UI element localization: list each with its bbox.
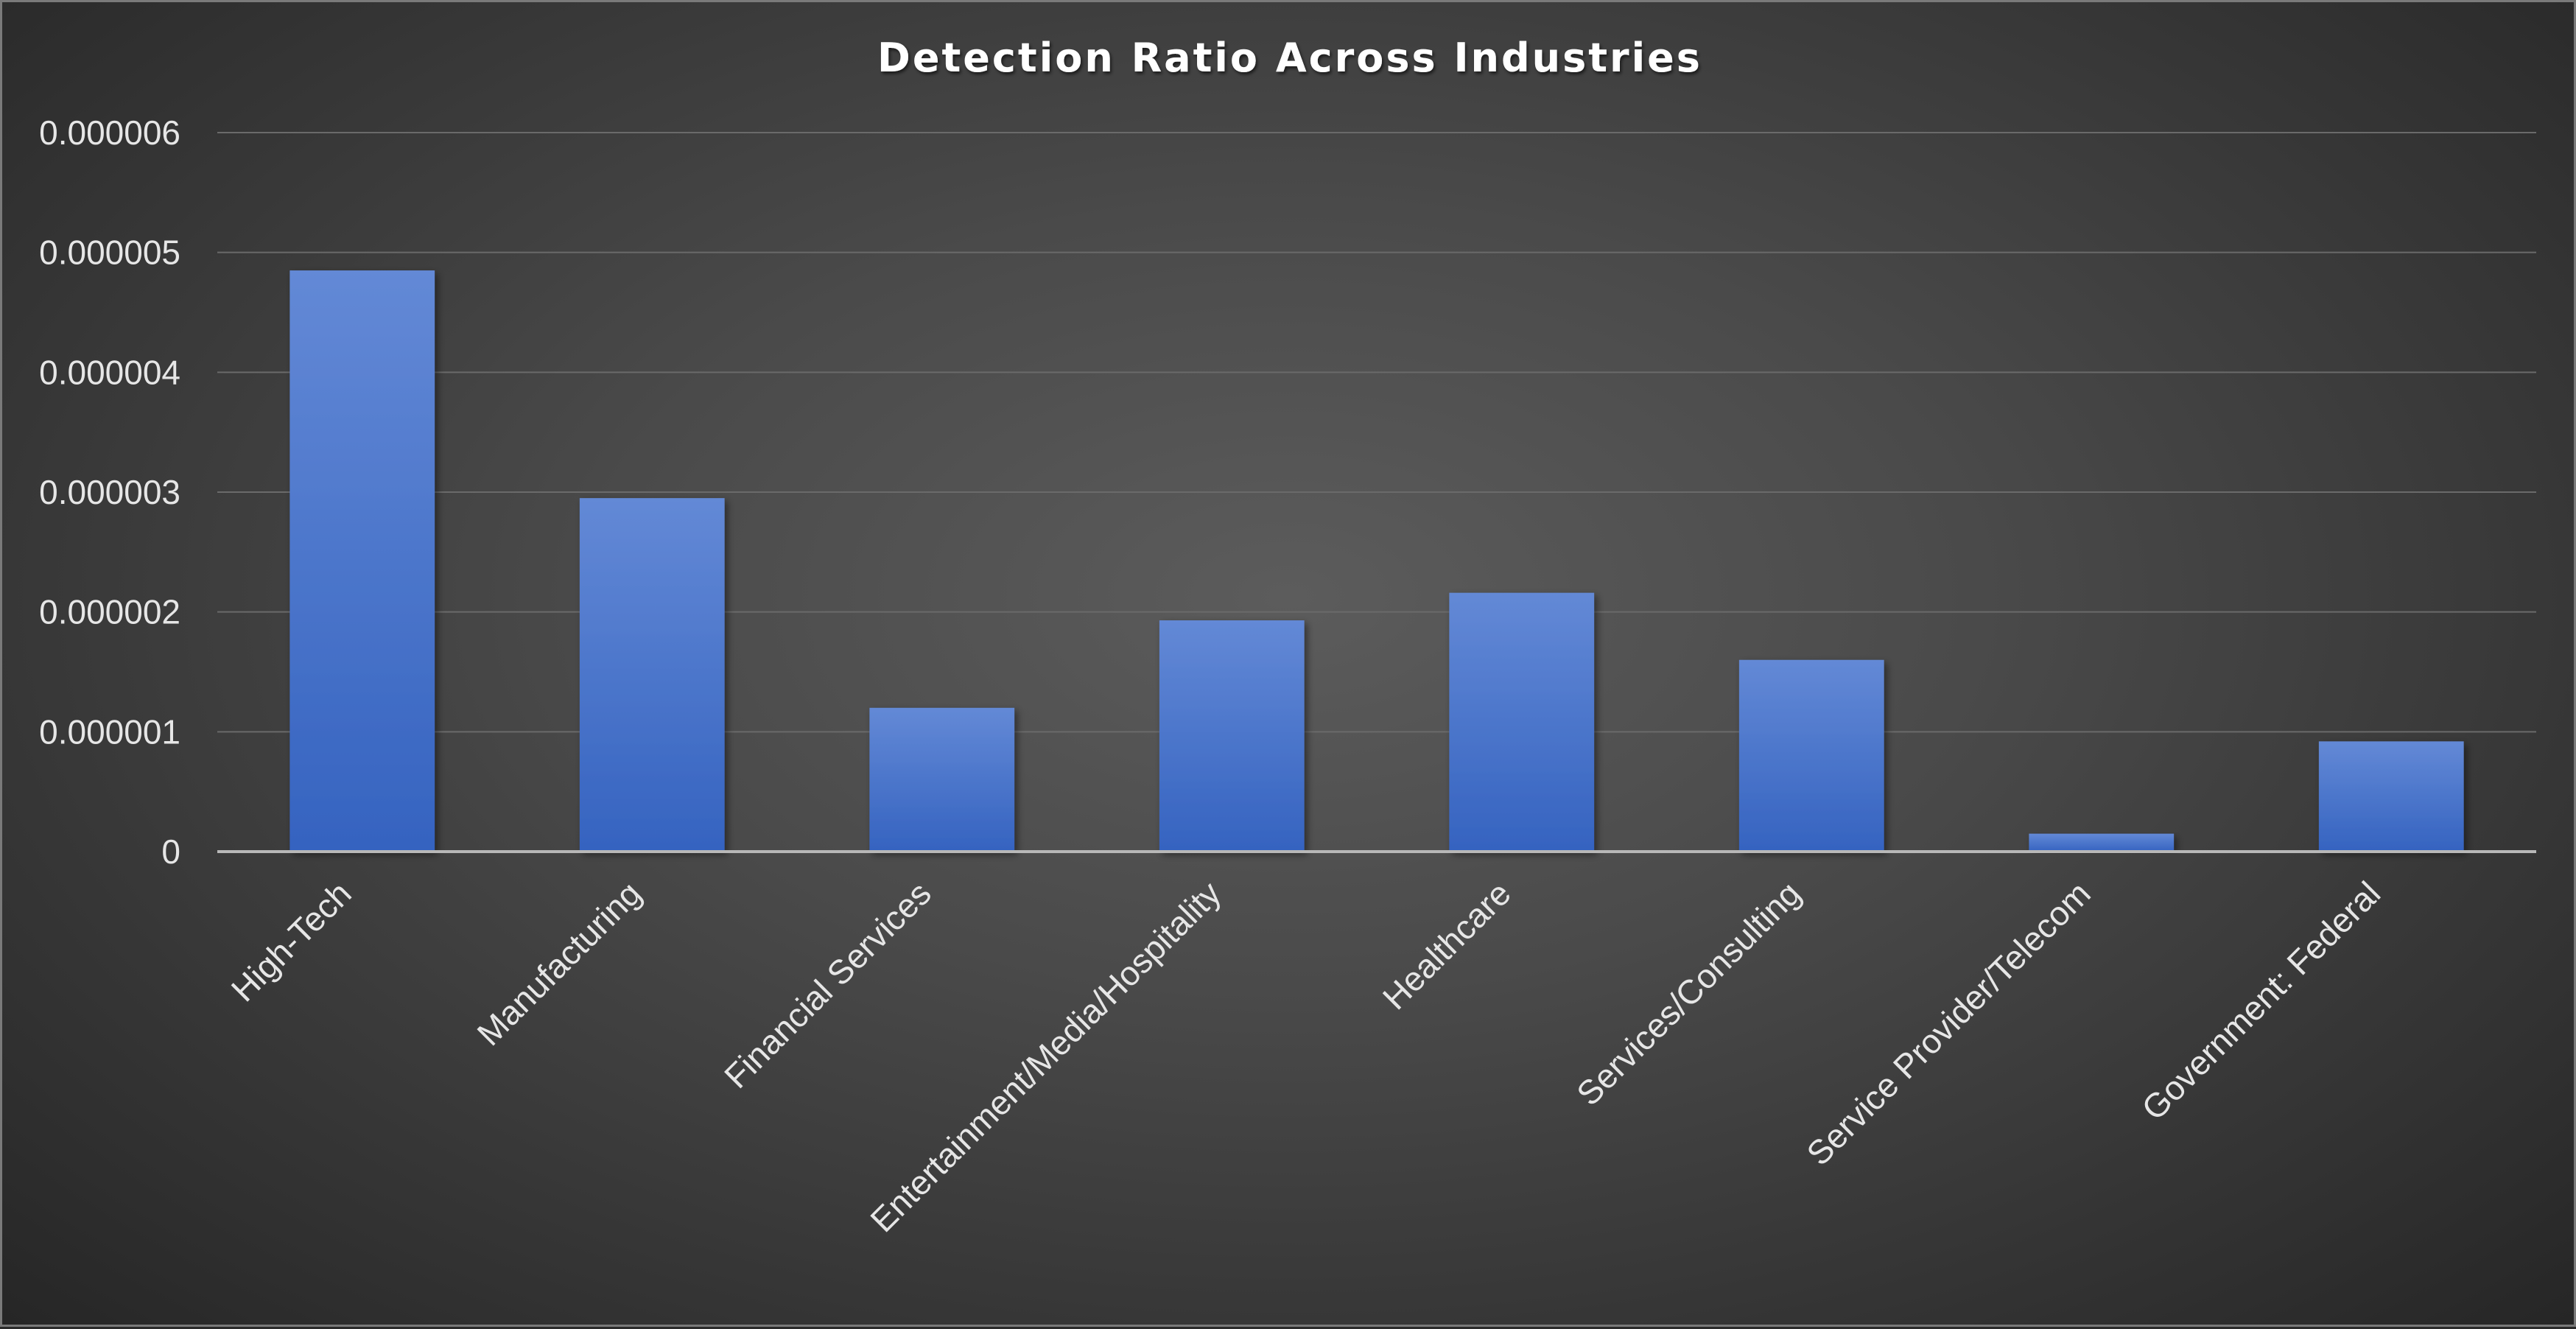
x-tick-label: Service Provider/Telecom bbox=[1799, 874, 2098, 1173]
bars bbox=[289, 270, 2464, 852]
bar-high-tech bbox=[289, 270, 435, 852]
bar-service-provider-telecom bbox=[2029, 833, 2175, 852]
x-axis-tick-labels: High-Tech Manufacturing Financial Services… bbox=[224, 874, 2388, 1239]
bar-healthcare bbox=[1449, 592, 1595, 852]
y-tick-label: 0.000004 bbox=[39, 353, 180, 391]
x-tick-label: Entertainment/Media/Hospitality bbox=[863, 874, 1228, 1239]
y-tick-label: 0 bbox=[161, 832, 180, 871]
x-tick-label: High-Tech bbox=[224, 874, 359, 1009]
x-tick-label: Healthcare bbox=[1375, 874, 1518, 1017]
y-tick-label: 0.000002 bbox=[39, 593, 180, 631]
y-tick-label: 0.000006 bbox=[39, 113, 180, 152]
x-tick-label: Services/Consulting bbox=[1569, 874, 1808, 1112]
x-tick-label: Financial Services bbox=[717, 874, 938, 1095]
y-tick-label: 0.000005 bbox=[39, 234, 180, 272]
bar-financial-services bbox=[869, 707, 1015, 852]
y-tick-label: 0.000001 bbox=[39, 712, 180, 751]
bar-entertainment-media-hospitality bbox=[1159, 620, 1305, 852]
bar-government-federal bbox=[2318, 741, 2464, 852]
bar-manufacturing bbox=[579, 498, 725, 852]
y-tick-label: 0.000003 bbox=[39, 473, 180, 511]
y-axis-tick-labels: 0 0.000001 0.000002 0.000003 0.000004 0.00000… bbox=[39, 113, 180, 871]
x-tick-label: Government: Federal bbox=[2134, 874, 2387, 1127]
gridlines bbox=[217, 132, 2536, 733]
x-tick-label: Manufacturing bbox=[469, 874, 648, 1053]
bar-services-consulting bbox=[1738, 659, 1884, 852]
chart-title: Detection Ratio Across Industries bbox=[877, 35, 1702, 81]
